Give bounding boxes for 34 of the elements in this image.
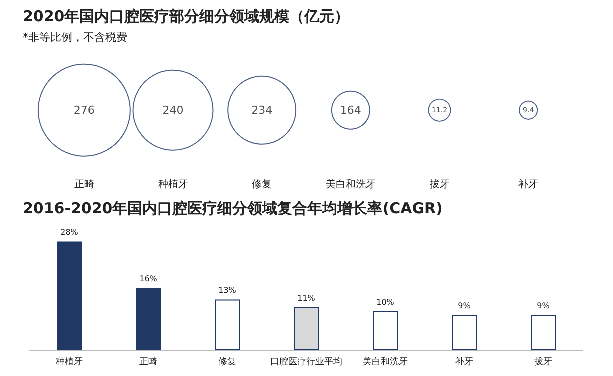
x-tick-label: 拔牙 (534, 356, 552, 368)
data-label: 28% (60, 228, 79, 238)
data-label: 16% (140, 274, 158, 284)
data-label: 234 (252, 104, 273, 117)
text: 2020年国内口腔医疗部分细分领域规模（亿元） (23, 8, 350, 26)
data-label: 11% (298, 294, 316, 303)
x-tick-label: 正畸 (140, 356, 158, 368)
x-tick-label: 补牙 (456, 356, 474, 368)
bar (57, 242, 82, 350)
bar (136, 288, 161, 350)
bar (531, 315, 556, 350)
data-label: 240 (162, 104, 184, 117)
bar (452, 315, 477, 350)
x-tick-label: 口腔医疗行业平均 (270, 356, 342, 368)
data-label: 13% (218, 286, 237, 296)
chart-title: 2016-2020年国内口腔医疗细分领域复合年均增长率(CAGR) (23, 200, 443, 218)
bar (373, 311, 398, 350)
x-tick-label: 美白和洗牙 (363, 356, 408, 368)
text: *非等比例，不含税费 (23, 31, 128, 44)
data-label: 9% (537, 302, 550, 311)
category-label: 拔牙 (430, 178, 450, 190)
bar (215, 300, 240, 350)
data-label: 276 (74, 104, 95, 117)
x-tick-label: 种植牙 (56, 356, 83, 368)
x-tick-label: 修复 (218, 356, 236, 368)
category-label: 美白和洗牙 (326, 178, 376, 190)
category-label: 补牙 (518, 178, 539, 190)
category-label: 修复 (252, 178, 272, 190)
data-label: 9% (458, 302, 472, 311)
data-label: 10% (376, 298, 395, 307)
category-label: 正畸 (74, 180, 94, 190)
category-label: 种植牙 (158, 178, 188, 190)
bar (294, 307, 319, 350)
data-label: 164 (340, 104, 362, 117)
